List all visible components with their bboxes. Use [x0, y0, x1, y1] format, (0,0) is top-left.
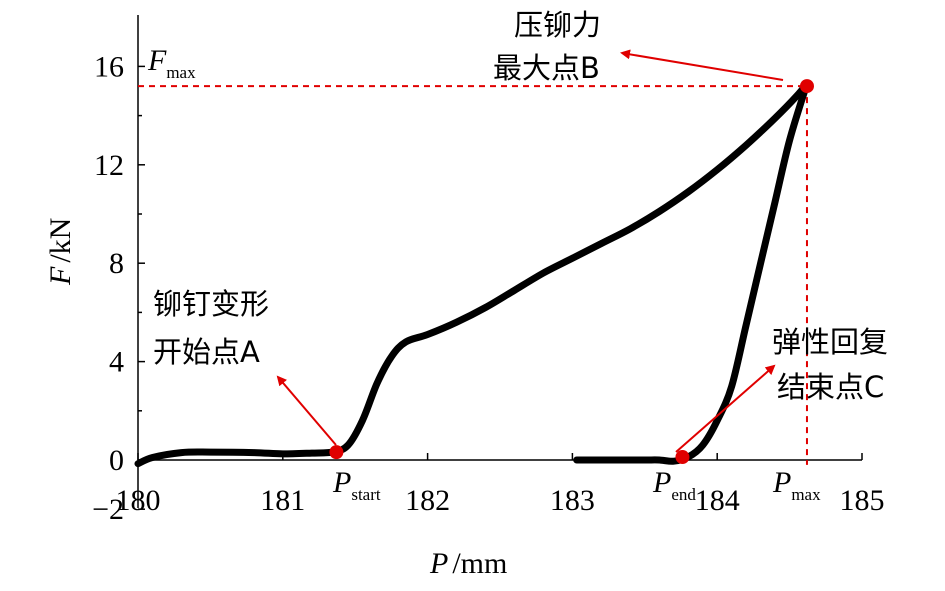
x-axis-symbol: P — [429, 547, 448, 580]
y-tick-label-1: 0 — [109, 444, 124, 477]
annotation-a-line1: 铆钉变形 — [153, 287, 269, 321]
arrow-b — [620, 49, 784, 81]
annotation-a-line2: 开始点A — [153, 335, 260, 369]
x-tick-label-3: 183 — [550, 484, 595, 517]
y-tick-labels: −2 0 4 8 12 16 — [92, 50, 124, 526]
annotation-b-line2: 最大点B — [493, 51, 600, 85]
series-line-1 — [573, 80, 811, 465]
y-tick-label-0: −2 — [92, 493, 124, 526]
annotation-c-line2: 结束点C — [777, 370, 884, 404]
y-axis-title: F/kN — [44, 218, 77, 286]
series-line-0 — [134, 80, 811, 468]
label-fmax-main: F — [147, 44, 167, 77]
x-tick-label-1: 181 — [260, 484, 305, 517]
x-tick-label-4: 184 — [695, 484, 740, 517]
points-of-interest — [329, 79, 814, 465]
x-tick-label-0: 180 — [116, 484, 161, 517]
arrow-a — [276, 375, 337, 446]
label-pend: Pend — [652, 466, 696, 504]
x-tick-label-5: 185 — [840, 484, 885, 517]
label-fmax-sub: max — [166, 63, 196, 82]
reference-lines — [138, 85, 808, 465]
y-tick-label-5: 16 — [94, 50, 124, 83]
series-group — [134, 80, 811, 468]
label-pmax-sub: max — [791, 485, 821, 504]
y-tick-label-3: 8 — [109, 247, 124, 280]
label-pstart-main: P — [332, 466, 351, 499]
x-axis-title: P/mm — [429, 547, 507, 580]
annotation-b-line1: 压铆力 — [514, 8, 601, 42]
y-axis-symbol: F — [44, 266, 77, 286]
arrow-c — [675, 364, 776, 453]
label-pstart-sub: start — [351, 485, 381, 504]
label-pmax-main: P — [772, 466, 791, 499]
label-pmax: Pmax — [772, 466, 821, 504]
y-tick-label-2: 4 — [109, 346, 124, 379]
point-c — [675, 450, 690, 465]
label-pend-sub: end — [671, 485, 696, 504]
x-tick-labels: 180 181 182 183 184 185 — [116, 484, 885, 517]
point-b — [799, 79, 814, 94]
label-pstart: Pstart — [332, 466, 381, 504]
x-tick-label-2: 182 — [405, 484, 450, 517]
x-axis-unit: /mm — [452, 547, 507, 580]
label-fmax: Fmax — [147, 44, 196, 82]
annotation-c-line1: 弹性回复 — [772, 325, 888, 359]
label-pend-main: P — [652, 466, 671, 499]
y-ticks — [138, 65, 145, 510]
point-a — [329, 445, 344, 460]
y-axis-unit: /kN — [44, 218, 77, 263]
y-tick-label-4: 12 — [94, 149, 124, 182]
